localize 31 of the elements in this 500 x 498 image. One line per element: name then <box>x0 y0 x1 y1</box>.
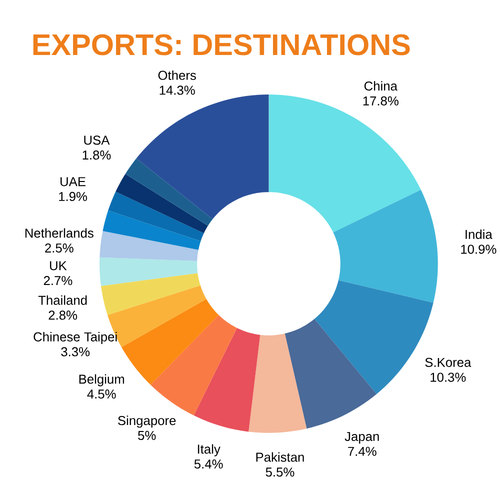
slice-label: Japan <box>344 432 379 444</box>
slice-label: Singapore <box>118 416 176 428</box>
data-label: 1.8% <box>82 150 111 160</box>
data-label: 2.8% <box>48 310 78 320</box>
data-label: 14.3% <box>160 86 195 96</box>
slice-label: USA <box>84 136 110 145</box>
data-label: 7.4% <box>348 447 376 456</box>
slice-label: Others <box>158 70 196 80</box>
data-label: 5.5% <box>266 468 294 477</box>
data-label: 2.5% <box>45 244 74 253</box>
data-label: 2.7% <box>44 276 72 286</box>
data-label: 3.3% <box>61 347 90 357</box>
chart-title: EXPORTS: DESTINATIONS <box>33 34 410 56</box>
slice-label: S.Korea <box>425 358 472 368</box>
data-label: 17.8% <box>363 96 398 106</box>
data-label: 4.5% <box>87 390 116 399</box>
slice-label: India <box>466 230 492 240</box>
data-label: 5.4% <box>194 460 223 469</box>
data-label: 1.9% <box>59 192 88 202</box>
slice-label: UK <box>50 261 67 270</box>
slice-label: Netherlands <box>25 228 94 238</box>
data-label: 5% <box>138 431 156 440</box>
slice-label: Belgium <box>79 374 124 386</box>
slice-label: China <box>364 81 398 91</box>
data-label: 10.9% <box>461 244 496 254</box>
slice-label: Pakistan <box>256 452 304 462</box>
data-label: 10.3% <box>430 372 466 382</box>
slice-label: Italy <box>198 444 220 456</box>
slice-label: Chinese Taipei <box>34 332 117 344</box>
slice-label: Thailand <box>38 296 87 306</box>
slice-label: UAE <box>60 177 86 186</box>
